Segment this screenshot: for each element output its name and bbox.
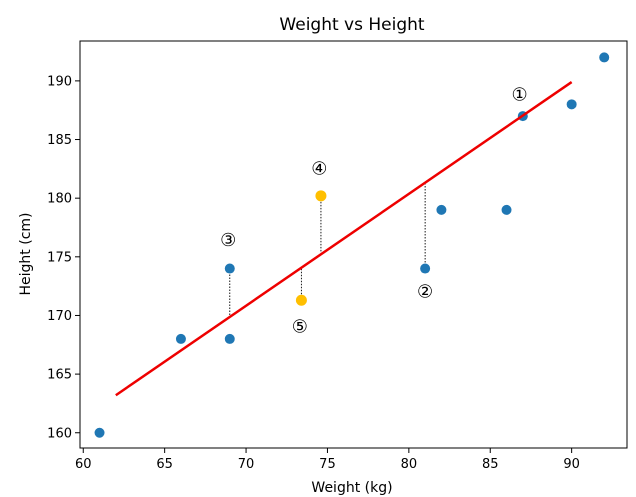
annotation-label: ④ [311, 158, 327, 179]
data-point [566, 99, 577, 110]
highlighted-point [315, 190, 327, 202]
annotation-label: ③ [220, 230, 236, 251]
x-axis-label: Weight (kg) [311, 480, 392, 496]
x-tick-label: 85 [482, 457, 499, 472]
y-tick-label: 180 [47, 192, 72, 207]
y-tick-label: 165 [47, 368, 72, 383]
x-tick-label: 60 [75, 457, 92, 472]
annotation-label: ① [511, 84, 527, 105]
y-tick-label: 160 [47, 426, 72, 441]
data-point [420, 263, 431, 274]
y-axis-label: Height (cm) [18, 213, 34, 296]
data-point [436, 204, 447, 215]
plot-frame [79, 40, 628, 449]
chart-title: Weight vs Height [279, 15, 424, 35]
x-tick-label: 65 [156, 457, 173, 472]
x-tick-label: 90 [563, 457, 580, 472]
x-tick-label: 75 [319, 457, 336, 472]
data-point [501, 204, 512, 215]
axis-ticks: 60 65 70 75 80 85 90 160 165 170 175 180 185 190 [47, 74, 580, 472]
data-point [94, 427, 105, 438]
y-tick-label: 185 [47, 133, 72, 148]
annotation-label: ⑤ [292, 317, 308, 338]
x-tick-label: 70 [238, 457, 255, 472]
y-tick-label: 170 [47, 309, 72, 324]
data-point [224, 263, 235, 274]
x-tick-label: 80 [401, 457, 418, 472]
data-point [224, 333, 235, 344]
regression-line [115, 81, 573, 397]
y-tick-label: 190 [47, 74, 72, 89]
highlighted-point [295, 294, 307, 306]
data-point [175, 333, 186, 344]
plot-area: ① ② ③ ④ ⑤ [79, 40, 628, 449]
annotation-label: ② [417, 282, 433, 303]
data-point [599, 52, 610, 63]
y-tick-label: 175 [47, 250, 72, 265]
